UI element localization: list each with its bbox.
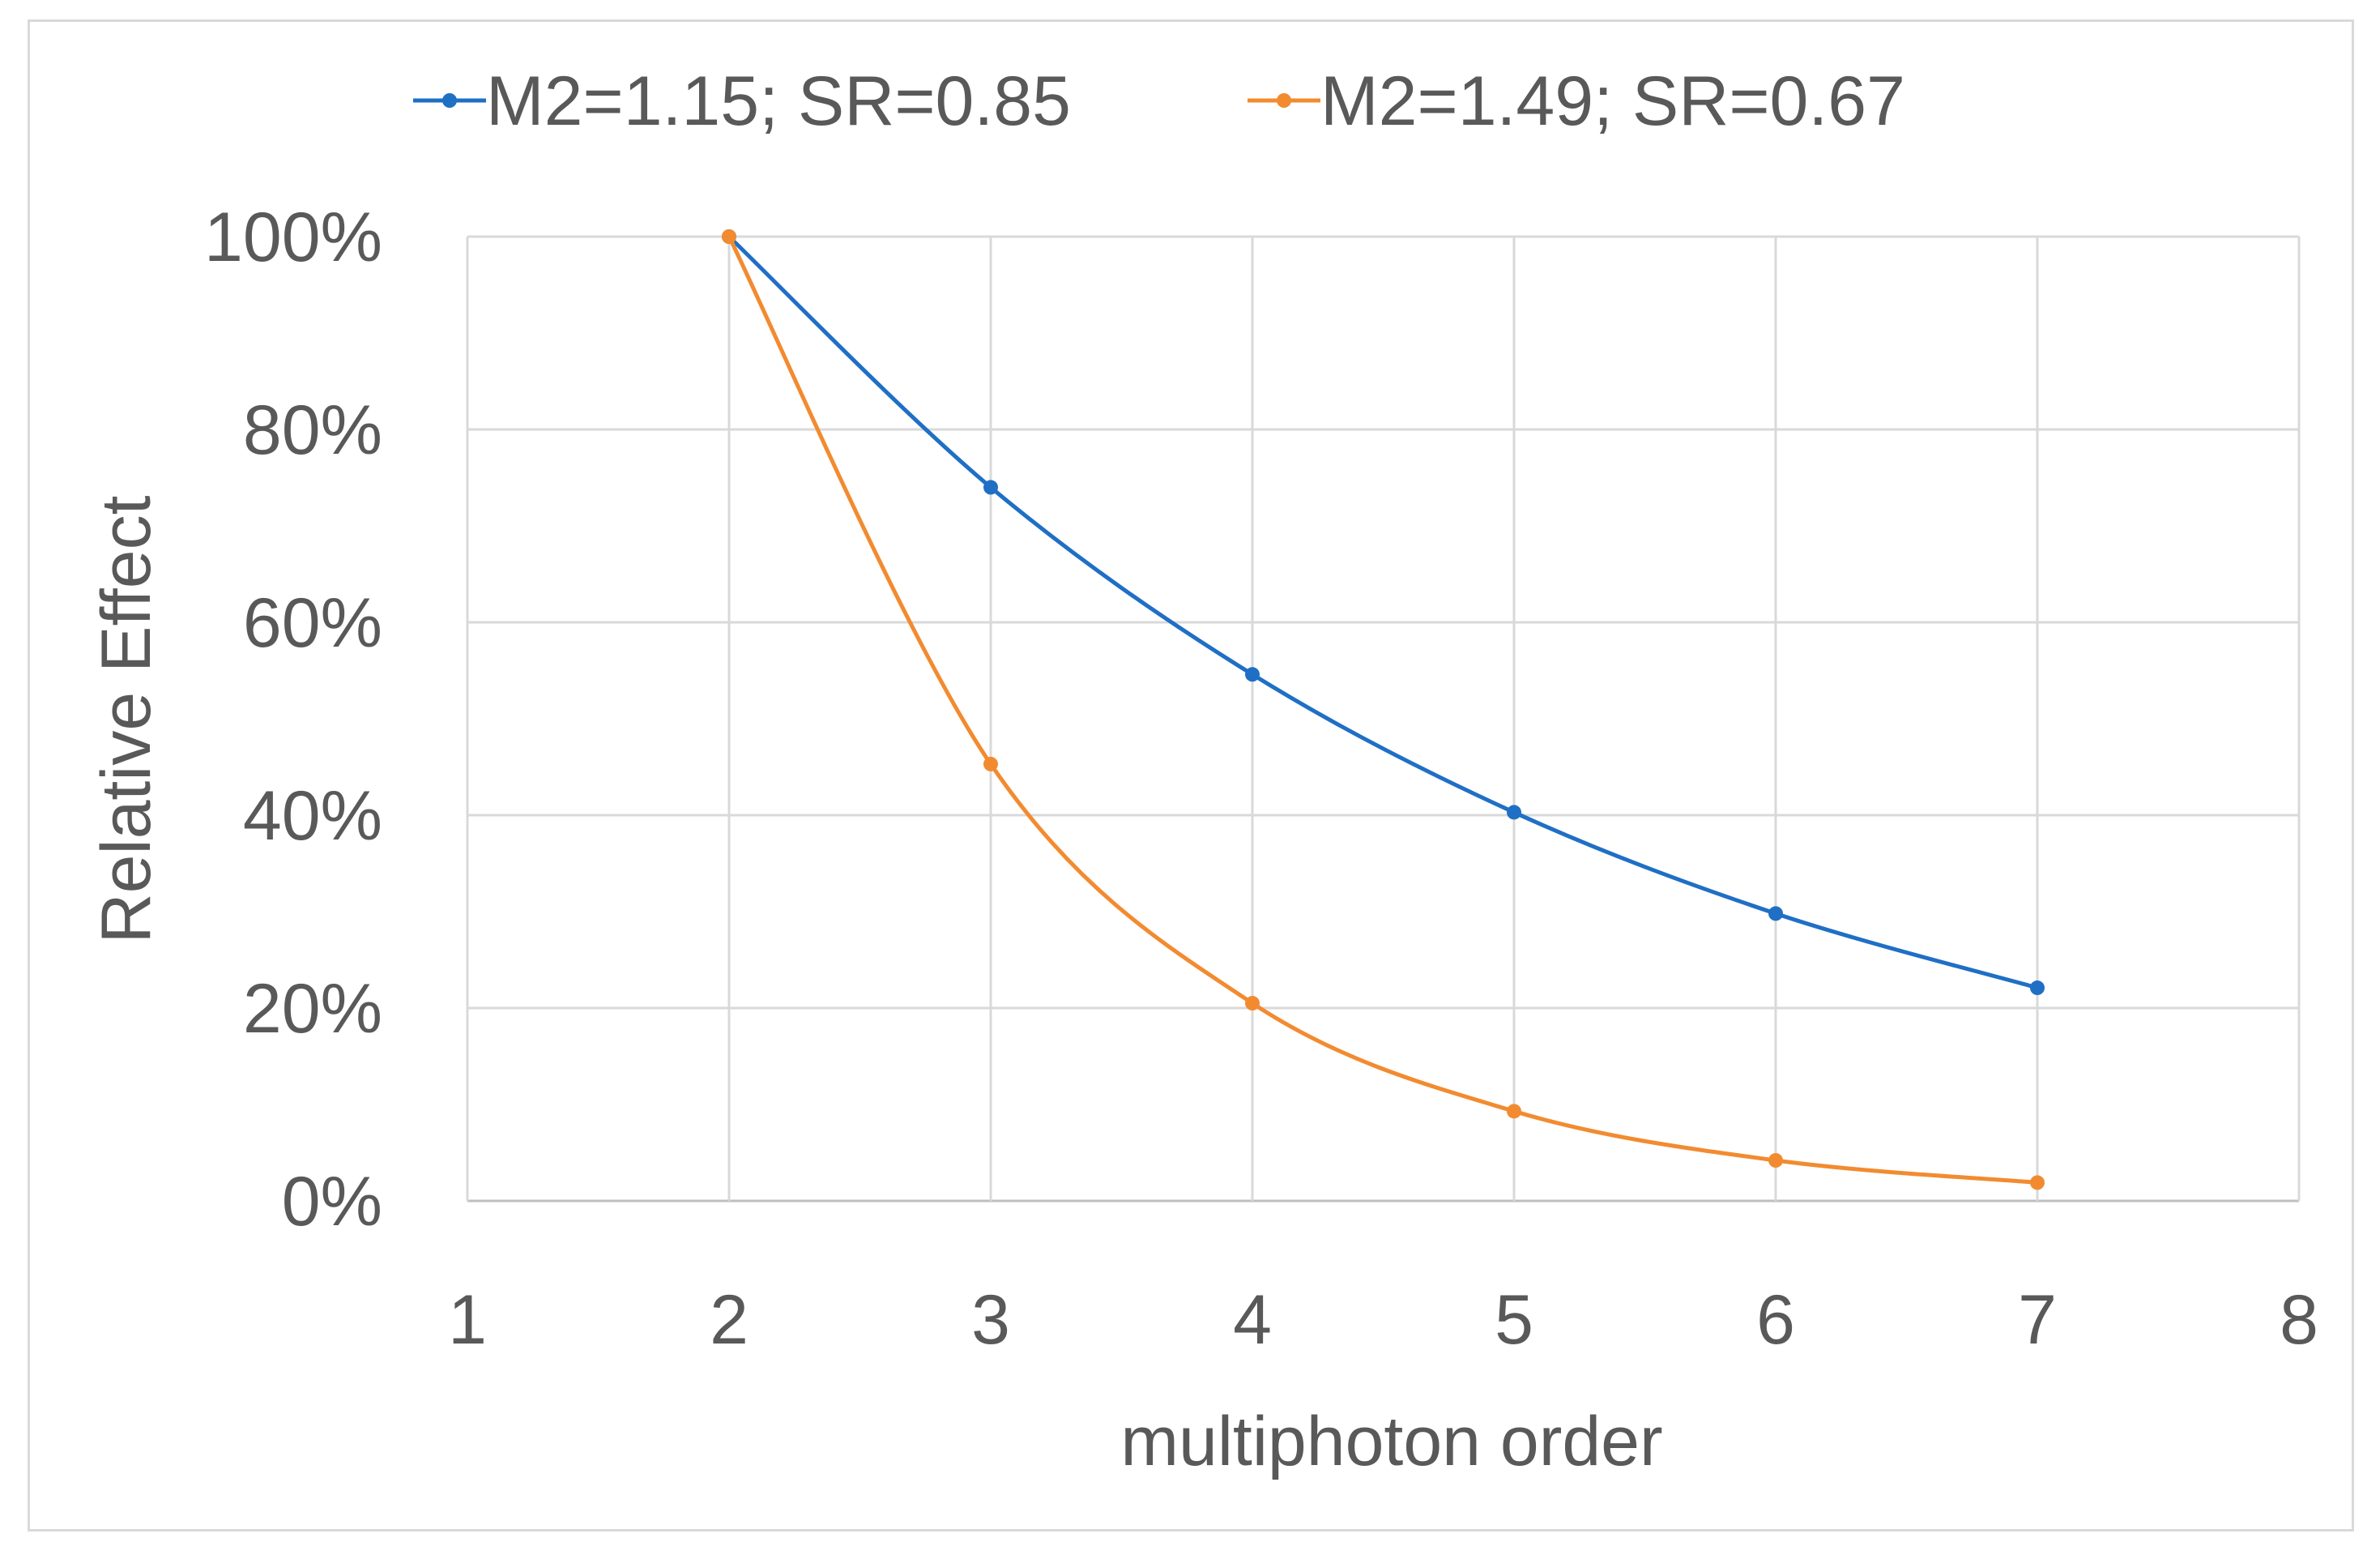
data-point bbox=[1768, 906, 1783, 921]
chart-frame bbox=[28, 19, 2354, 1532]
data-point bbox=[983, 756, 998, 771]
data-point bbox=[1507, 805, 1521, 820]
axis-tick-labels: 0% 20% 40% 60% 80% 100% 1 2 3 4 5 6 7 8 bbox=[204, 199, 2318, 1359]
series-line-2 bbox=[727, 235, 2038, 1185]
legend-label-series-2: M2=1.49; SR=0.67 bbox=[1320, 62, 1905, 140]
y-tick-label: 40% bbox=[243, 777, 382, 855]
y-tick-label: 20% bbox=[243, 970, 382, 1048]
legend: M2=1.15; SR=0.85 M2=1.49; SR=0.67 bbox=[413, 62, 1905, 140]
data-point bbox=[2030, 1175, 2045, 1190]
x-tick-label: 7 bbox=[2018, 1281, 2057, 1359]
x-tick-label: 6 bbox=[1756, 1281, 1795, 1359]
y-tick-label: 100% bbox=[204, 199, 382, 276]
legend-marker-series-1 bbox=[442, 93, 457, 108]
data-point bbox=[2030, 980, 2045, 996]
x-tick-label: 4 bbox=[1233, 1281, 1272, 1359]
y-tick-label: 0% bbox=[282, 1163, 382, 1241]
data-point bbox=[722, 229, 736, 244]
data-point bbox=[1768, 1153, 1783, 1168]
x-tick-label: 2 bbox=[710, 1281, 749, 1359]
data-point bbox=[1245, 667, 1260, 682]
legend-label-series-1: M2=1.15; SR=0.85 bbox=[486, 62, 1071, 140]
y-tick-label: 80% bbox=[243, 391, 382, 469]
data-point bbox=[1507, 1104, 1521, 1119]
legend-marker-series-2 bbox=[1277, 93, 1291, 108]
data-point bbox=[983, 480, 998, 495]
series-2 bbox=[722, 229, 2045, 1190]
x-axis-title: multiphoton order bbox=[1120, 1403, 1662, 1480]
series-1 bbox=[722, 229, 2045, 996]
x-tick-label: 3 bbox=[971, 1281, 1010, 1359]
series-line-1 bbox=[727, 235, 2038, 990]
data-point bbox=[1245, 996, 1260, 1011]
y-tick-label: 60% bbox=[243, 584, 382, 662]
series-lines bbox=[722, 229, 2045, 1190]
x-tick-label: 5 bbox=[1495, 1281, 1533, 1359]
grid-lines bbox=[466, 235, 2301, 1203]
x-tick-label: 8 bbox=[2280, 1281, 2318, 1359]
x-tick-label: 1 bbox=[448, 1281, 487, 1359]
y-axis-title: Relative Effect bbox=[87, 495, 165, 943]
